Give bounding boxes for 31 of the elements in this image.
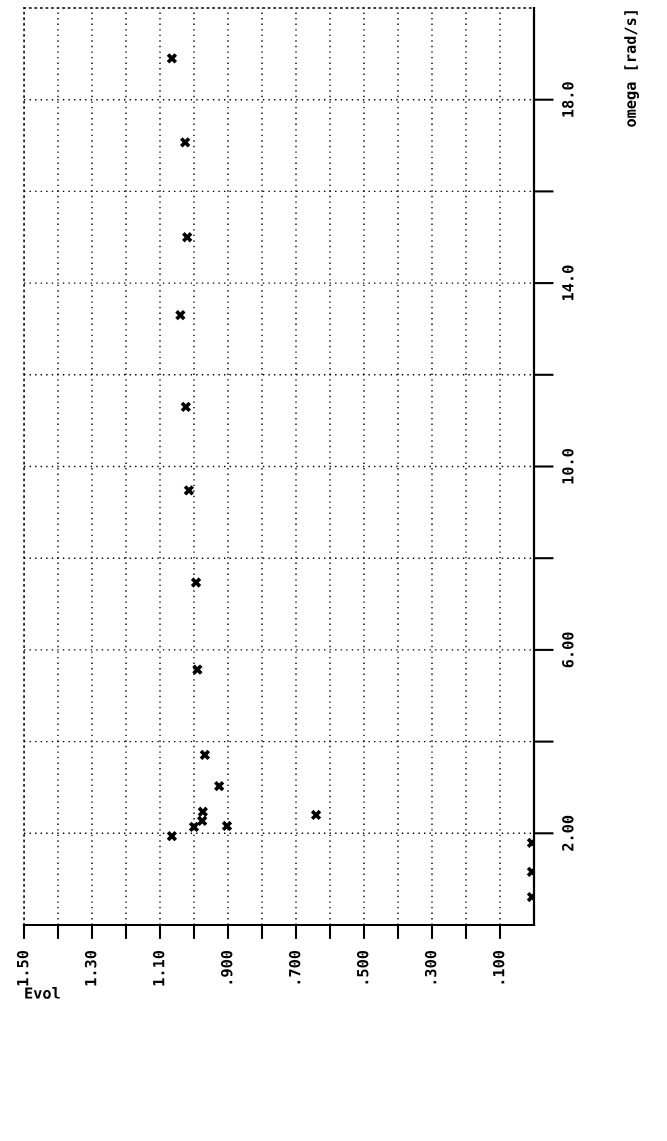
x-tick-label: 1.50	[16, 950, 29, 986]
x-tick-label: 1.10	[152, 950, 165, 986]
point	[214, 780, 225, 792]
point	[197, 806, 208, 817]
point	[310, 809, 322, 821]
point	[192, 664, 203, 675]
point	[183, 485, 195, 496]
x-tick-label: 1.30	[84, 950, 97, 986]
y-tick-label: 10.0	[562, 449, 574, 484]
point	[180, 401, 191, 413]
x-tick-label: .900	[220, 950, 233, 984]
y-tick-label: 2.00	[562, 815, 574, 851]
point	[166, 53, 178, 64]
y-tick-label: 18.0	[562, 82, 574, 117]
x-tick-label: .700	[288, 950, 301, 984]
point	[188, 821, 200, 833]
point	[175, 310, 186, 321]
point	[197, 815, 208, 827]
y-axis-title: omega [rad/s]	[624, 11, 639, 127]
x-tick-label: .100	[492, 950, 505, 984]
x-axis-title: Evol	[25, 987, 60, 999]
y-tick-label: 14.0	[562, 265, 574, 301]
x-tick-label: .500	[356, 950, 369, 984]
point	[180, 137, 191, 148]
y-tick-label: 6.00	[562, 632, 574, 668]
point	[182, 232, 193, 243]
point	[190, 577, 202, 588]
point	[199, 749, 211, 761]
x-tick-label: .300	[424, 950, 437, 984]
point	[166, 830, 178, 842]
point	[221, 820, 233, 832]
